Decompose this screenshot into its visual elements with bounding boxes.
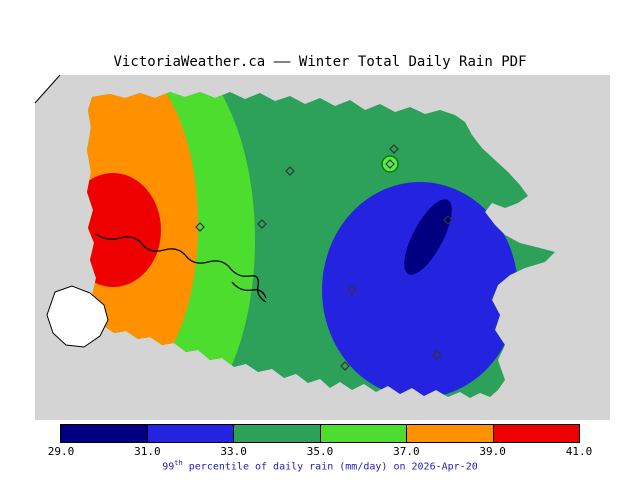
colorbar-tick: 41.0 xyxy=(565,445,593,458)
station-marker xyxy=(347,285,357,295)
colorbar xyxy=(60,424,580,443)
contour-band-29-31 xyxy=(404,199,452,275)
colorbar-tick: 31.0 xyxy=(134,445,161,458)
highlighted-station-group xyxy=(381,155,399,173)
caption-number: 99 xyxy=(162,461,175,473)
page-title: VictoriaWeather.ca —— Winter Total Daily… xyxy=(113,54,527,70)
colorbar-tick: 35.0 xyxy=(306,445,334,458)
caption-ordinal: th xyxy=(174,459,183,467)
inlet-coastline xyxy=(95,233,267,303)
colorbar-tick: 39.0 xyxy=(479,445,506,458)
colorbar-segment xyxy=(146,425,233,442)
colorbar-tick: 37.0 xyxy=(393,445,420,458)
station-marker xyxy=(432,350,442,360)
station-marker xyxy=(257,219,267,229)
colorbar-segment xyxy=(406,425,493,442)
highlight-station-marker xyxy=(385,159,395,169)
station-marker xyxy=(195,222,205,232)
colorbar-segment xyxy=(492,425,579,442)
colorbar-tick: 33.0 xyxy=(220,445,247,458)
harbour-coastline xyxy=(231,281,267,299)
station-marker xyxy=(389,144,399,154)
station-marker xyxy=(340,361,350,371)
station-marker xyxy=(443,215,453,225)
colorbar-tick-labels: 29.0 31.0 33.0 35.0 37.0 39.0 41.0 xyxy=(48,445,593,458)
station-marker xyxy=(285,166,295,176)
colorbar-segment xyxy=(319,425,406,442)
colorbar-tick: 29.0 xyxy=(47,445,75,458)
colorbar-segment xyxy=(233,425,320,442)
contour-band-31-33 xyxy=(322,182,518,398)
colorbar-segment xyxy=(61,425,147,442)
island-top-left-coastline xyxy=(34,74,61,104)
island-southwest xyxy=(46,285,109,348)
highlight-circle xyxy=(381,155,399,173)
caption-text: percentile of daily rain (mm/day) on 202… xyxy=(182,461,478,473)
colorbar-caption: 99th percentile of daily rain (mm/day) o… xyxy=(0,459,640,472)
station-markers-group xyxy=(195,144,453,371)
